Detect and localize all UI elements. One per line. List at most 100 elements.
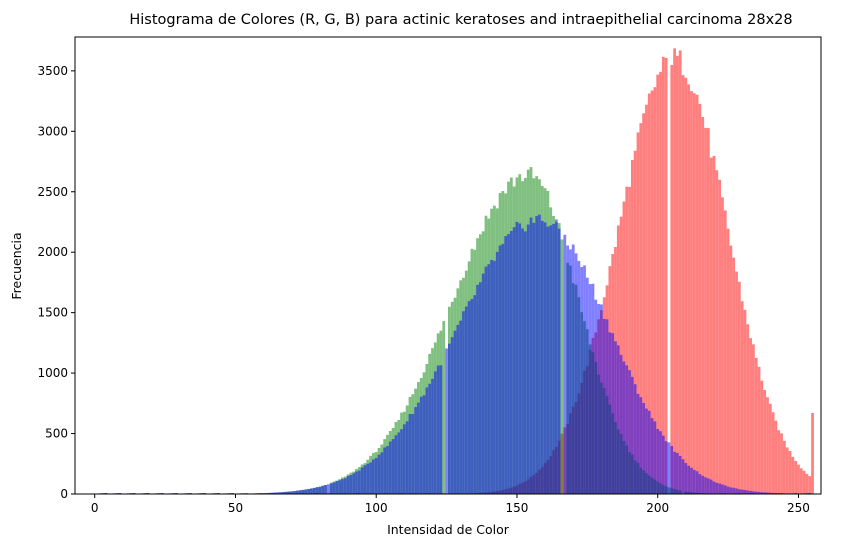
bar-blue-143 [495,251,499,494]
bar-blue-62 [267,492,271,494]
bar-red-226 [729,245,733,494]
bar-red-218 [706,128,710,494]
bar-green-124 [442,321,446,494]
bar-red-243 [777,430,781,494]
bar-blue-70 [290,491,294,494]
bar-red-196 [645,104,648,494]
bar-blue-201 [659,431,662,494]
bar-blue-107 [394,435,398,494]
bar-blue-118 [425,387,429,494]
bar-blue-104 [386,445,389,494]
bar-red-211 [687,84,691,494]
bar-red-203 [664,58,668,494]
bar-blue-141 [490,259,493,494]
bar-red-188 [622,201,626,494]
bar-red-237 [760,380,764,494]
x-axis-label: Intensidad de Color [387,522,510,537]
bar-red-213 [692,93,696,494]
bar-blue-71 [293,490,296,494]
bar-blue-163 [552,223,555,495]
bar-red-209 [681,75,685,495]
bar-red-205 [670,65,674,494]
bar-green-166 [560,239,564,494]
bar-blue-96 [363,465,367,494]
y-tick-label-2500: 2500 [37,185,68,199]
bar-blue-224 [723,485,727,494]
bar-red-238 [763,390,767,494]
bar-blue-139 [484,266,488,494]
bar-blue-153 [524,231,527,494]
bar-blue-65 [276,492,280,494]
bar-blue-72 [295,490,299,494]
bar-blue-234 [752,491,755,494]
bar-red-228 [735,271,738,494]
bar-red-244 [780,433,783,494]
bar-blue-165 [557,228,561,494]
bar-red-227 [732,257,736,494]
bar-blue-99 [371,459,375,494]
bar-blue-236 [757,491,761,494]
y-tick-label-3000: 3000 [37,124,68,138]
bar-red-252 [802,470,806,494]
y-axis-ticks: 0 500 1000 1500 2000 2500 3000 3500 [37,64,75,501]
bar-blue-126 [448,343,451,494]
bar-blue-228 [735,488,738,494]
y-axis-label: Frecuencia [9,232,24,299]
bar-blue-89 [343,478,347,494]
bar-red-221 [715,170,719,494]
bar-blue-145 [501,243,505,494]
bar-blue-185 [614,341,617,494]
bar-red-240 [768,403,772,494]
bar-blue-192 [633,384,637,494]
bar-blue-91 [349,475,353,494]
bar-blue-77 [310,488,313,494]
bar-blue-156 [532,222,536,495]
y-tick-label-2000: 2000 [37,245,68,259]
bar-blue-149 [512,227,516,494]
bar-blue-211 [687,465,691,494]
bar-blue-202 [661,435,665,494]
bar-red-222 [718,179,722,495]
bar-blue-123 [439,365,443,494]
x-tick-label-150: 150 [506,501,529,515]
bar-blue-162 [549,225,553,495]
x-axis-ticks: 0 50 100 150 200 250 [91,494,810,515]
bar-red-245 [783,440,786,494]
bar-red-202 [661,56,665,495]
bar-red-231 [743,309,747,494]
bar-red-208 [678,50,682,495]
bar-red-215 [698,103,702,495]
bar-blue-175 [585,277,589,494]
bar-blue-176 [588,284,592,494]
bar-blue-167 [563,234,567,495]
bar-blue-207 [676,452,679,494]
bar-red-250 [797,464,800,494]
bar-blue-184 [611,333,615,494]
bar-blue-117 [422,395,426,494]
bar-blue-241 [771,492,775,494]
chart-title: Histograma de Colores (R, G, B) para act… [129,12,792,28]
bar-red-191 [630,159,634,494]
bar-red-223 [721,197,724,494]
bar-blue-194 [639,397,643,494]
bar-blue-140 [487,264,491,494]
bar-blue-110 [402,424,406,494]
bar-blue-220 [712,481,716,494]
bar-blue-214 [695,471,699,494]
bar-blue-169 [569,249,572,494]
x-tick-label-250: 250 [787,501,810,515]
bar-blue-85 [332,482,336,494]
bar-blue-232 [746,490,750,494]
bar-blue-210 [684,463,688,494]
bar-blue-90 [346,476,350,494]
bar-red-242 [774,420,778,494]
bar-blue-237 [760,492,764,494]
bar-blue-111 [405,421,409,494]
bar-blue-168 [566,245,569,494]
bar-red-198 [650,90,654,495]
bar-blue-150 [515,221,519,494]
bar-blue-128 [453,330,457,494]
bar-blue-221 [715,482,719,494]
bar-blue-137 [478,282,482,494]
